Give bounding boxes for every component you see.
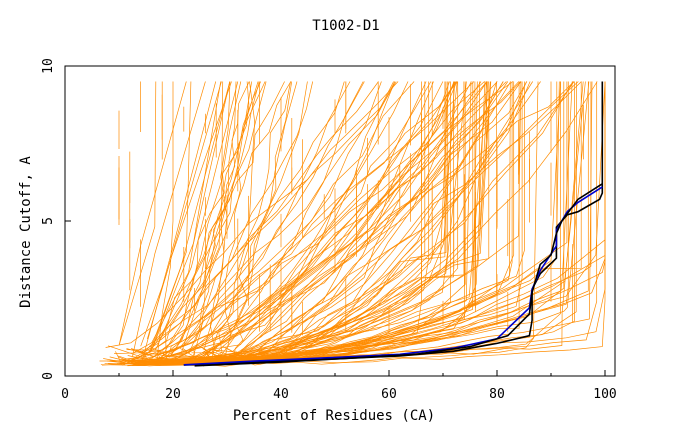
model-curve xyxy=(203,81,231,367)
chart-title: T1002-D1 xyxy=(312,18,379,34)
model-curve xyxy=(120,81,485,361)
model-curve xyxy=(233,81,256,357)
model-curve xyxy=(109,81,308,364)
model-curve xyxy=(156,81,267,360)
model-curve xyxy=(209,81,432,364)
model-curve xyxy=(208,81,531,360)
model-curve xyxy=(140,81,458,361)
model-curve xyxy=(165,81,262,356)
model-curve xyxy=(107,81,507,359)
model-curve xyxy=(103,81,415,364)
model-curve xyxy=(131,81,379,361)
model-curve xyxy=(236,81,520,356)
model-curve xyxy=(148,81,253,367)
model-curve xyxy=(171,81,314,355)
model-curve xyxy=(159,81,511,364)
model-curve xyxy=(135,81,504,357)
model-curve xyxy=(156,81,174,361)
model-curve xyxy=(196,81,574,363)
model-curve xyxy=(143,81,285,358)
y-axis-label: Distance Cutoff, A xyxy=(18,156,34,308)
y-tick-label: 10 xyxy=(41,58,56,74)
model-curve xyxy=(124,81,489,365)
model-curve xyxy=(126,81,482,359)
model-curve xyxy=(224,81,250,356)
axis-ticks: 0 20 40 60 80 100 0 5 10 xyxy=(41,58,617,402)
x-tick-label: 40 xyxy=(273,387,289,402)
model-curve xyxy=(208,81,579,353)
model-curve xyxy=(236,81,528,363)
model-curve xyxy=(232,81,521,352)
model-curve xyxy=(141,81,217,361)
model-curve xyxy=(180,81,224,355)
model-curve xyxy=(141,81,509,362)
model-curve xyxy=(182,81,260,354)
x-tick-label: 100 xyxy=(593,387,616,402)
x-tick-label: 60 xyxy=(381,387,397,402)
model-curves xyxy=(99,81,606,367)
x-tick-label: 20 xyxy=(165,387,181,402)
model-curve xyxy=(124,81,266,363)
model-curve xyxy=(132,81,206,357)
model-curve xyxy=(150,81,231,353)
model-curve xyxy=(118,81,157,346)
model-curve xyxy=(143,81,488,356)
x-tick-label: 0 xyxy=(61,387,69,402)
model-curve xyxy=(104,81,590,365)
model-curve xyxy=(157,81,365,360)
highlight-curves xyxy=(183,81,604,367)
model-curve xyxy=(155,81,475,364)
x-tick-label: 80 xyxy=(489,387,505,402)
model-curve xyxy=(212,81,434,359)
model-curve xyxy=(118,81,427,365)
model-curve xyxy=(214,81,504,358)
model-curve xyxy=(114,81,396,354)
model-curve xyxy=(109,81,523,362)
model-curve xyxy=(222,81,541,360)
highlight-curve xyxy=(194,183,603,367)
model-curve xyxy=(168,81,292,358)
model-curve xyxy=(117,81,444,366)
y-tick-label: 5 xyxy=(41,217,56,225)
y-tick-label: 0 xyxy=(41,372,56,380)
model-curve xyxy=(140,81,222,347)
model-curve xyxy=(236,81,498,365)
x-axis-label: Percent of Residues (CA) xyxy=(233,408,435,424)
model-curve xyxy=(172,81,351,359)
model-curve xyxy=(240,81,582,358)
